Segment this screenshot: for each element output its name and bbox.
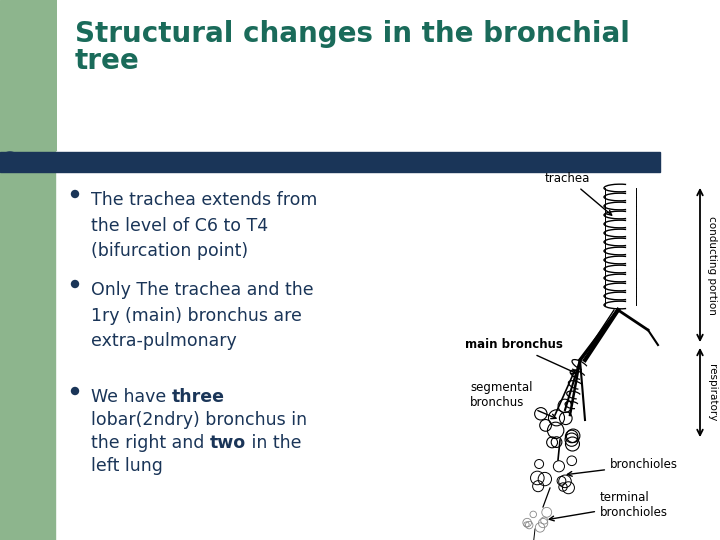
- Bar: [55, 0, 240, 150]
- Text: two: two: [210, 434, 246, 453]
- Text: left lung: left lung: [91, 457, 163, 475]
- Text: We have: We have: [91, 388, 172, 406]
- Text: in the: in the: [246, 434, 302, 453]
- Text: Structural changes in the bronchial: Structural changes in the bronchial: [75, 20, 630, 48]
- Circle shape: [71, 388, 78, 395]
- Circle shape: [71, 191, 78, 198]
- Text: trachea: trachea: [545, 172, 612, 215]
- Circle shape: [0, 152, 20, 172]
- FancyBboxPatch shape: [57, 0, 718, 158]
- Text: respiratory: respiratory: [707, 364, 717, 421]
- Text: three: three: [172, 388, 225, 406]
- Text: lobar(2ndry) bronchus in: lobar(2ndry) bronchus in: [91, 411, 307, 429]
- Text: Only The trachea and the
1ry (main) bronchus are
extra-pulmonary: Only The trachea and the 1ry (main) bron…: [91, 281, 314, 350]
- Text: the right and: the right and: [91, 434, 210, 453]
- Text: The trachea extends from
the level of C6 to T4
(bifurcation point): The trachea extends from the level of C6…: [91, 191, 318, 260]
- Bar: [0, 152, 660, 172]
- Circle shape: [71, 280, 78, 287]
- Bar: [0, 0, 55, 540]
- Text: main bronchus: main bronchus: [465, 339, 576, 373]
- Text: terminal
bronchioles: terminal bronchioles: [549, 491, 668, 521]
- Text: conducting portion: conducting portion: [707, 215, 717, 314]
- Text: respiratory
bronchioles: respiratory bronchioles: [0, 539, 1, 540]
- Text: tree: tree: [75, 47, 140, 75]
- Text: segmental
bronchus: segmental bronchus: [470, 381, 556, 418]
- Text: bronchioles: bronchioles: [567, 458, 678, 476]
